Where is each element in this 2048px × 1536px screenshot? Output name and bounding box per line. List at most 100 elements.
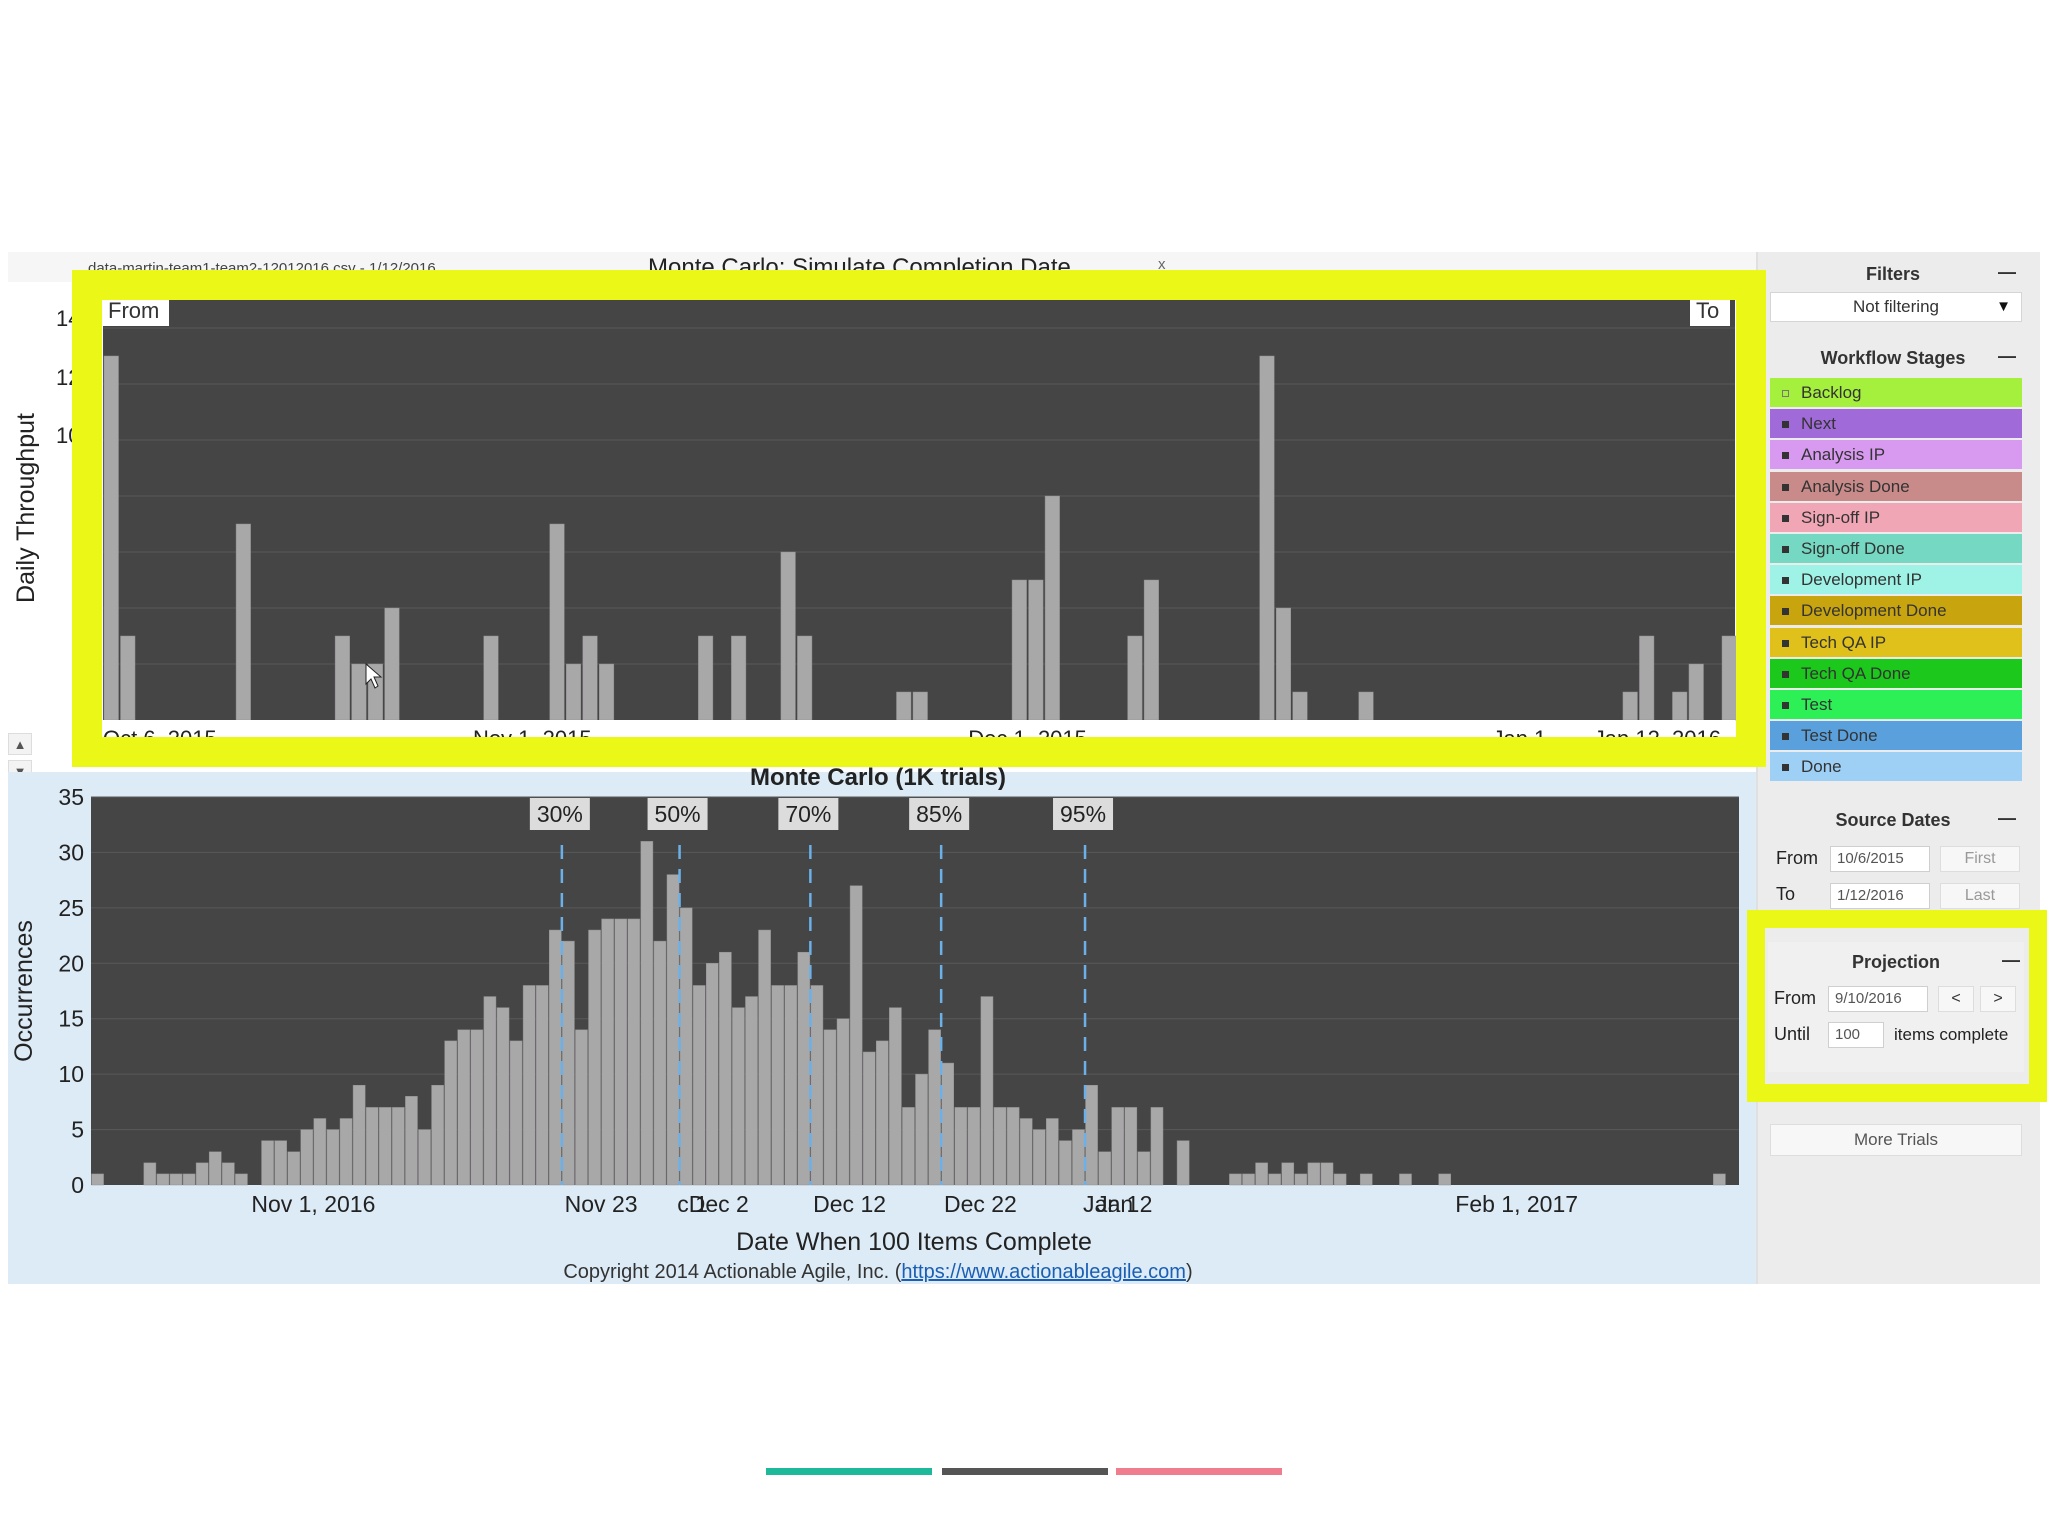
workflow-stage-item[interactable]: Analysis Done [1770,471,2022,501]
filter-select[interactable]: Not filtering ▼ [1770,292,2022,322]
occurrence-bar [810,985,824,1186]
occurrence-bar [614,918,628,1186]
slide-indicator[interactable] [766,1468,932,1475]
checkbox-icon[interactable] [1782,483,1789,491]
projection-until-input[interactable]: 100 [1828,1022,1884,1048]
projection-collapse-button[interactable]: — [2002,950,2020,970]
workflow-stage-item[interactable]: Tech QA Done [1770,658,2022,688]
projection-from-input[interactable]: 9/10/2016 [1828,986,1928,1012]
source-dates-collapse-button[interactable]: — [1998,808,2016,828]
workflow-stage-item[interactable]: Backlog [1770,378,2022,407]
occurrence-bar [562,940,575,1186]
first-button[interactable]: First [1940,846,2020,872]
occurrence-bar [522,985,536,1186]
chevron-down-icon: ▼ [1996,298,2011,315]
occurrence-bar [849,885,863,1186]
from-handle[interactable] [103,298,169,326]
website-link[interactable]: https://www.actionableagile.com [901,1261,1186,1283]
workflow-stage-item[interactable]: Tech QA IP [1770,627,2022,657]
occurrence-bar [457,1029,471,1186]
occurrence-bar [1399,1173,1412,1186]
occurrence-bar [1281,1162,1295,1186]
occurrence-bar [1268,1173,1281,1186]
occurrence-bar [235,1173,248,1186]
occurrence-bar [601,918,614,1186]
checkbox-icon[interactable] [1782,452,1789,460]
monte-carlo-chart: Monte Carlo (1K trials) 0 5 10 15 20 25 30 35 3… [10,764,1739,1256]
occurrence-bar [326,1129,340,1186]
checkbox-icon[interactable] [1782,421,1789,429]
occurrence-bar [745,996,758,1186]
checkbox-icon[interactable] [1782,733,1789,741]
to-handle[interactable] [1690,298,1730,326]
occurrence-bar [679,907,693,1186]
projection-from-label: From [1774,988,1816,1008]
checkbox-icon[interactable] [1782,390,1789,398]
checkbox-icon[interactable] [1782,702,1789,710]
workflow-stage-item[interactable]: Sign-off Done [1770,534,2022,563]
workflow-stage-item[interactable]: Development Done [1770,596,2022,626]
occurrence-bar [143,1162,157,1186]
checkbox-icon[interactable] [1782,546,1789,554]
more-trials-button[interactable]: More Trials [1770,1124,2022,1156]
occurrence-bar [1320,1162,1334,1186]
occurrence-bar [1046,1118,1059,1186]
scroll-up-button[interactable]: ▲ [8,733,32,755]
occurrence-bar [418,1129,431,1186]
checkbox-icon[interactable] [1782,577,1789,585]
occurrence-bar [967,1107,981,1186]
x-tick-label: Dec 2 [689,1191,749,1217]
workflow-stage-item[interactable]: Sign-off IP [1770,502,2022,532]
filters-title: Filters [1865,264,1921,284]
source-to-input[interactable]: 1/12/2016 [1830,883,1930,909]
occurrence-bar [208,1151,222,1186]
workflow-collapse-button[interactable]: — [1998,346,2016,366]
occurrence-bar [784,985,798,1186]
occurrence-bar [1242,1173,1255,1186]
occurrence-bar [339,1118,353,1186]
occurrence-bar [156,1173,170,1186]
checkbox-icon[interactable] [1782,670,1789,678]
y-tick-label: 25 [58,895,84,921]
workflow-stage-label: Development IP [1801,570,1922,590]
percentile-label: 50% [655,801,701,827]
occurrence-bar [797,951,811,1186]
workflow-stage-item[interactable]: Next [1770,409,2022,439]
checkbox-icon[interactable] [1782,639,1789,647]
occurrence-bar [1229,1173,1242,1186]
source-from-input[interactable]: 10/6/2015 [1830,846,1930,872]
workflow-stage-label: Tech QA Done [1801,663,1911,683]
workflow-stage-item[interactable]: Analysis IP [1770,440,2022,470]
occurrence-bar [378,1107,392,1186]
close-icon[interactable]: x [1158,256,1166,273]
occurrence-bar [287,1151,301,1186]
workflow-stage-label: Test [1801,695,1833,714]
filters-collapse-button[interactable]: — [1998,262,2016,282]
projection-panel: Projection — From 9/10/2016 < > Until 10… [1768,942,2024,1072]
workflow-stage-item[interactable]: Done [1770,752,2022,782]
slide-indicator[interactable] [1116,1468,1282,1475]
last-button[interactable]: Last [1940,883,2020,909]
copyright: Copyright 2014 Actionable Agile, Inc. (h… [0,1261,1756,1284]
percentile-label: 95% [1060,801,1106,827]
occurrence-bar [300,1129,314,1186]
occurrence-bar [1176,1140,1190,1186]
workflow-stage-item[interactable]: Development IP [1770,565,2022,595]
y-axis-label: Daily Throughput [12,413,40,603]
checkbox-icon[interactable] [1782,514,1789,522]
occurrence-bar [627,918,641,1186]
workflow-stage-item[interactable]: Test [1770,690,2022,719]
occurrence-bar [705,963,719,1186]
sidebar: Filters — Not filtering ▼ Workflow Stage… [1756,252,2040,1284]
slide-indicator[interactable] [942,1468,1108,1475]
workflow-stage-item[interactable]: Test Done [1770,721,2022,751]
occurrence-bar [1359,1173,1373,1186]
highlight-box [72,270,1766,767]
occurrence-bar [889,1007,902,1186]
checkbox-icon[interactable] [1782,764,1789,772]
occurrence-bar [470,1029,484,1186]
checkbox-icon[interactable] [1782,608,1789,616]
previous-button[interactable]: < [1938,986,1974,1012]
next-button[interactable]: > [1980,986,2016,1012]
percentile-label-box [778,798,839,830]
